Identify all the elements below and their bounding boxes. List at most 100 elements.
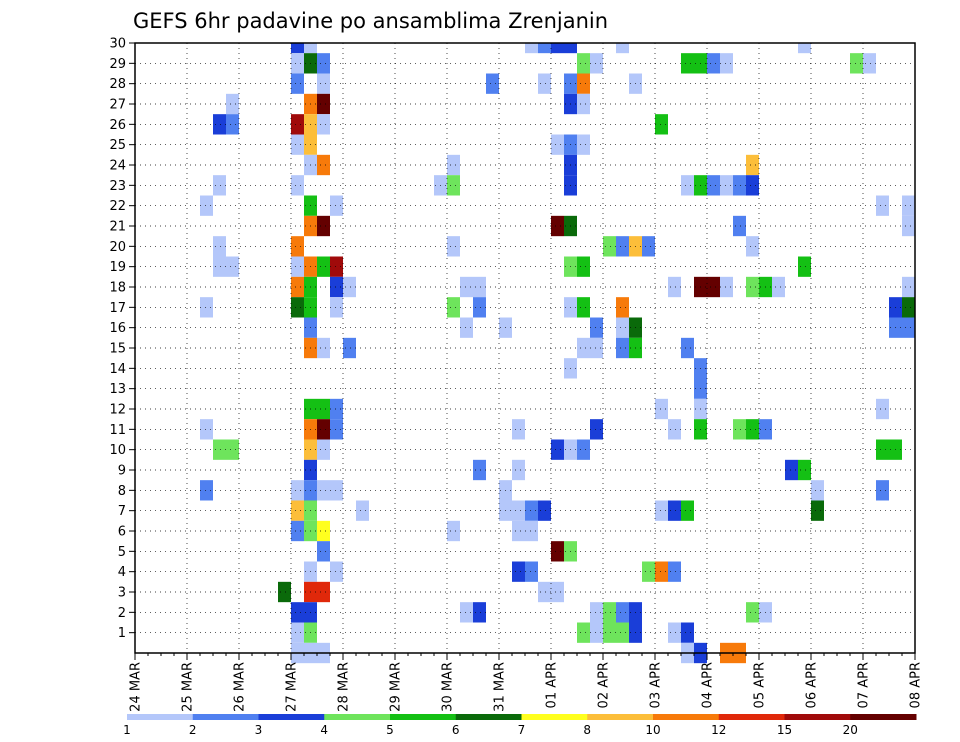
x-tick-label: 28 MAR	[337, 662, 352, 712]
y-tick-label: 21	[109, 220, 126, 235]
colorbar-swatch	[324, 714, 391, 720]
heatmap-cell	[850, 53, 863, 74]
heatmap-cell	[447, 297, 460, 318]
x-tick-label: 01 APR	[545, 662, 560, 708]
heatmap-cell	[668, 419, 681, 440]
heatmap-cell	[590, 419, 603, 440]
heatmap-cell	[902, 195, 915, 216]
x-tick-label: 02 APR	[597, 662, 612, 708]
heatmap-cell	[330, 256, 343, 277]
colorbar-swatch	[718, 714, 785, 720]
heatmap-cell	[746, 175, 759, 196]
y-tick-label: 5	[118, 545, 126, 560]
heatmap-cell	[655, 114, 668, 135]
x-tick-label: 07 APR	[857, 662, 872, 708]
heatmap-cell	[213, 175, 226, 196]
heatmap-cell	[746, 154, 759, 176]
heatmap-cell	[720, 53, 733, 74]
heatmap-cell	[746, 602, 759, 623]
heatmap-cell	[317, 541, 330, 562]
heatmap-cell	[525, 520, 538, 542]
y-tick-label: 20	[109, 240, 126, 255]
heatmap-cell	[317, 419, 330, 440]
colorbar-swatch	[587, 714, 654, 720]
heatmap-cell	[291, 500, 304, 521]
colorbar-label: 20	[843, 723, 858, 737]
heatmap-cell	[551, 215, 564, 237]
y-tick-label: 16	[109, 321, 126, 336]
heatmap-cell	[317, 114, 330, 135]
heatmap-cell	[642, 561, 655, 582]
heatmap-cell	[655, 500, 668, 521]
heatmap-cell	[291, 256, 304, 277]
x-tick-label: 05 APR	[753, 662, 768, 708]
heatmap-cell	[681, 500, 694, 521]
colorbar-swatch	[784, 714, 851, 720]
y-tick-label: 13	[109, 382, 126, 397]
heatmap-cell	[512, 419, 525, 440]
x-tick-label: 29 MAR	[389, 662, 404, 712]
heatmap-cell	[317, 154, 330, 176]
heatmap-cell	[473, 297, 486, 318]
heatmap-cell	[551, 581, 564, 603]
y-tick-label: 25	[109, 138, 126, 153]
y-tick-label: 11	[109, 423, 126, 438]
heatmap-cell	[733, 215, 746, 237]
heatmap-cell	[577, 622, 590, 643]
heatmap-cell	[863, 53, 876, 74]
heatmap-cell	[291, 622, 304, 643]
y-tick-label: 23	[109, 179, 126, 194]
heatmap-cell	[590, 53, 603, 74]
grid-lines	[135, 43, 915, 653]
x-tick-label: 30 MAR	[441, 662, 456, 712]
heatmap-cell	[291, 276, 304, 298]
heatmap-cell	[512, 500, 525, 521]
heatmap-cell	[577, 93, 590, 115]
heatmap-cell	[538, 581, 551, 603]
heatmap-cell	[200, 195, 213, 216]
colorbar-swatch	[455, 714, 522, 720]
y-tick-label: 18	[109, 281, 126, 296]
heatmap-cell	[213, 114, 226, 135]
heatmap-cell	[213, 256, 226, 277]
heatmap-cell	[876, 398, 889, 420]
heatmap-cell	[902, 317, 915, 338]
heatmap-cell	[681, 175, 694, 196]
heatmap-cell	[226, 256, 239, 277]
heatmap-cell	[577, 297, 590, 318]
heatmap-cell	[681, 622, 694, 643]
heatmap-cell	[486, 73, 499, 94]
heatmap-cell	[577, 73, 590, 94]
heatmap-cell	[668, 622, 681, 643]
heatmap-cell	[317, 256, 330, 277]
colorbar-label: 7	[518, 723, 526, 737]
heatmap-cell	[317, 520, 330, 542]
colorbar-swatch	[653, 714, 720, 720]
heatmap-cell	[746, 419, 759, 440]
colorbar-label: 8	[583, 723, 591, 737]
x-tick-label: 03 APR	[649, 662, 664, 708]
heatmap-cell	[278, 581, 291, 603]
heatmap-cell	[460, 276, 473, 298]
heatmap-cell	[226, 114, 239, 135]
heatmap-cell	[746, 276, 759, 298]
heatmap-cell	[525, 561, 538, 582]
heatmap-cell	[798, 43, 811, 54]
heatmap-cell	[876, 480, 889, 501]
y-tick-label: 29	[109, 57, 126, 72]
y-tick-label: 22	[109, 199, 126, 214]
heatmap-cell	[343, 276, 356, 298]
colorbar-label: 4	[320, 723, 328, 737]
heatmap-cell	[720, 175, 733, 196]
heatmap-cell	[902, 215, 915, 237]
heatmap-cell	[525, 43, 538, 54]
heatmap-cell	[577, 337, 590, 359]
y-tick-label: 1	[118, 626, 126, 641]
heatmap-cell	[200, 297, 213, 318]
heatmap-cell	[655, 561, 668, 582]
y-tick-label: 24	[109, 159, 126, 174]
y-tick-label: 9	[118, 464, 126, 479]
x-tick-label: 31 MAR	[493, 662, 508, 712]
heatmap-cell	[330, 561, 343, 582]
